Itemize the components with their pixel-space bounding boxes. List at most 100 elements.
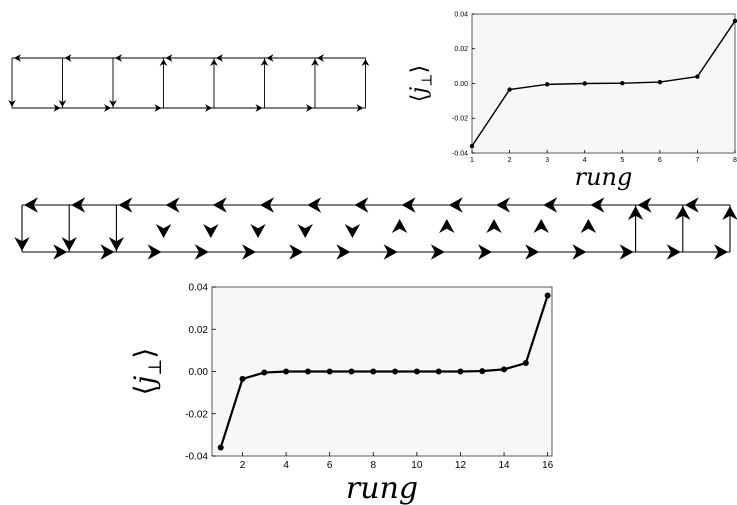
x-tick-label: 3 (545, 157, 549, 164)
data-point (348, 368, 355, 375)
rung-arrow-down (58, 100, 67, 107)
y-tick-label: 0.00 (189, 367, 209, 378)
rung-arrow-down (8, 100, 16, 107)
rung-arrow-up (722, 206, 737, 220)
top-rail-arrow (64, 54, 72, 62)
x-tick-label: 16 (542, 460, 554, 471)
bottom-rail-arrow (242, 244, 256, 260)
data-point (239, 375, 246, 382)
y-tick-label: 0.02 (454, 46, 468, 53)
top-rail-arrow (216, 54, 223, 62)
data-point (479, 368, 486, 375)
y-tick-label: 0.04 (189, 283, 209, 294)
top-rail-arrow (165, 197, 180, 213)
top-rail-arrow (543, 197, 558, 213)
x-tick-label: 7 (695, 157, 699, 164)
data-point (392, 368, 399, 375)
top-rail-arrow (684, 197, 699, 213)
rung-arrow-up (627, 206, 644, 220)
data-point (261, 369, 268, 376)
top-rail-arrow (637, 197, 652, 213)
data-point (501, 366, 508, 373)
data-point (457, 368, 464, 375)
bottom-rail-arrow (53, 244, 68, 260)
x-tick-label: 12 (455, 460, 467, 471)
data-point (370, 368, 377, 375)
x-tick-label: 6 (658, 157, 662, 164)
rung-arrow-down (108, 237, 125, 251)
top-rail-arrow (165, 54, 173, 62)
x-tick-label: 14 (498, 460, 510, 471)
rung-arrow-weak (486, 219, 502, 233)
series-line (471, 20, 736, 147)
bottom-rail-arrow (53, 104, 61, 112)
bottom-rail-arrow (100, 244, 115, 260)
top-rail-arrow (24, 197, 38, 213)
y-axis-label-top: ⟨j⊥⟩ (407, 65, 436, 102)
data-point (657, 79, 663, 85)
bottom-rail-arrow (255, 104, 263, 112)
top-rail-arrow (14, 54, 21, 62)
series-line (219, 295, 549, 448)
rung-arrow-up (159, 59, 168, 66)
x-tick-label: 4 (283, 460, 289, 471)
data-point (544, 82, 550, 87)
rung-arrow-up (210, 59, 218, 66)
x-tick-label: 2 (240, 460, 246, 471)
ladder-diagram-large (14, 197, 737, 260)
top-rail-arrow (496, 197, 510, 213)
top-rail-arrow (307, 197, 322, 213)
rung-arrow-weak (580, 219, 597, 233)
top-rail-arrow (260, 197, 274, 213)
top-rail-arrow (401, 197, 416, 213)
bottom-rail-arrow (104, 104, 111, 112)
data-point (507, 87, 512, 92)
rung-arrow-weak (250, 224, 266, 238)
top-rail-arrow (448, 197, 463, 213)
x-tick-label: 8 (733, 157, 737, 164)
bottom-rail-arrow (154, 104, 162, 112)
top-rail-arrow (317, 54, 324, 62)
x-axis-label-top: rung (575, 163, 633, 191)
data-point (522, 360, 529, 367)
axis-ticks-top: 0.04 0.02 0.00 -0.02 -0.041 2 3 4 5 6 7 8 (452, 11, 737, 164)
bottom-rail-arrow (478, 244, 492, 260)
rung-arrow-down (109, 100, 117, 107)
top-rail-arrow (266, 54, 274, 62)
y-tick-label: 0.00 (454, 81, 468, 88)
x-tick-label: 2 (508, 157, 512, 164)
y-tick-label: -0.02 (452, 116, 468, 123)
bottom-rail-arrow (356, 104, 364, 112)
x-tick-label: 5 (620, 157, 624, 164)
top-rail-arrow (212, 197, 227, 213)
data-point (469, 143, 475, 149)
y-tick-label: -0.02 (185, 409, 208, 420)
x-tick-label: 10 (411, 460, 423, 471)
y-tick-label: 0.04 (454, 11, 468, 18)
y-tick-label: -0.04 (185, 452, 208, 463)
rung-arrow-weak (344, 224, 361, 238)
data-point (435, 368, 442, 375)
bottom-rail-arrow (430, 244, 445, 260)
bottom-rail-arrow (336, 244, 351, 260)
bottom-rail-arrow (205, 104, 212, 112)
rung-arrow-weak (533, 219, 549, 233)
bottom-rail-arrow (147, 244, 162, 260)
bottom-rail-arrow (572, 244, 587, 260)
chart-top-right: 0.04 0.02 0.00 -0.02 -0.041 2 3 4 5 6 7 8 rung ⟨j⊥⟩ (407, 11, 737, 191)
data-point (326, 368, 333, 375)
chart-bottom: 0.040.020.00-0.02-0.042 4 6 8 10 12 14 16 rung … (128, 283, 554, 505)
rung-arrow-up (361, 59, 370, 66)
series-bottom (217, 292, 551, 451)
bottom-rail-arrow (714, 244, 728, 260)
y-tick-label: -0.04 (452, 150, 468, 157)
axis-ticks-bottom: 0.04 0.02 0.00 -0.02 -0.04 2 4 6 8 10 12 14 16 (185, 283, 553, 472)
rung-arrow-up (311, 59, 319, 66)
rung-arrow-down (14, 237, 30, 251)
bottom-rail-arrow (383, 244, 398, 260)
rung-arrow-weak (439, 219, 455, 233)
y-tick-label: 0.02 (189, 325, 209, 336)
data-point (582, 81, 587, 86)
bottom-rail-arrow (525, 244, 540, 260)
